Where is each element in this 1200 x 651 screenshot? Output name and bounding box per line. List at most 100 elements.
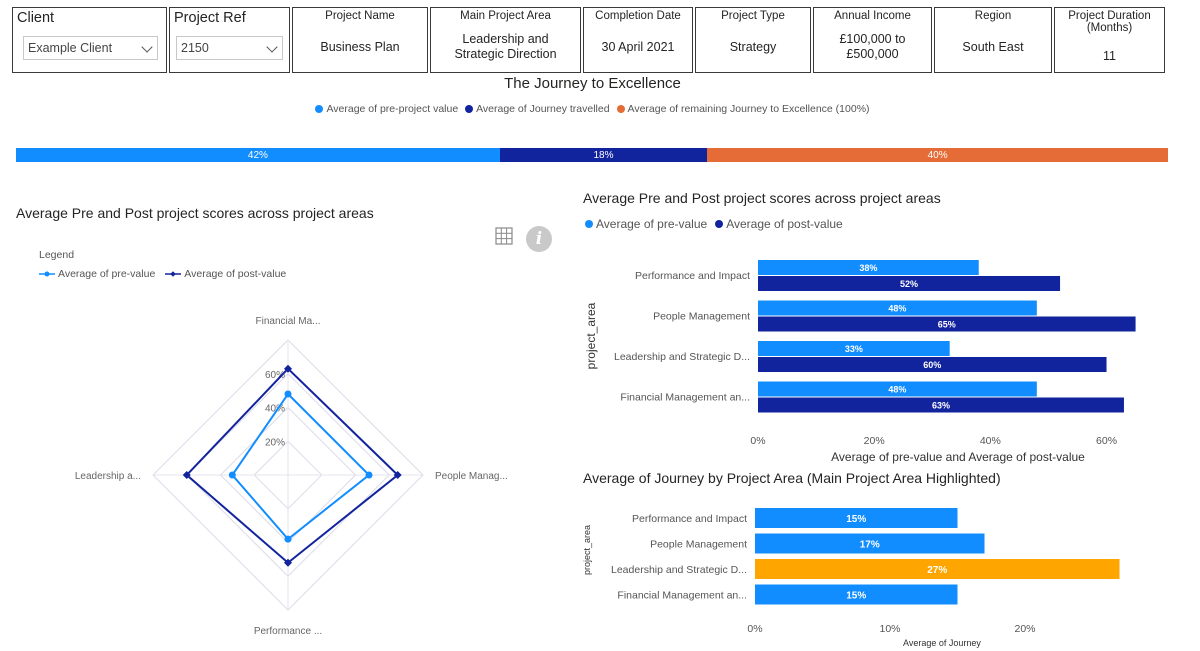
radar-point[interactable] xyxy=(284,535,292,543)
stack-segment[interactable]: 40% xyxy=(707,148,1168,162)
legend-item[interactable]: Average of remaining Journey to Excellen… xyxy=(616,103,870,115)
x-tick-label: 40% xyxy=(980,435,1001,447)
header-cards: Client Example Client Project Ref 2150 P… xyxy=(12,7,1167,73)
x-axis-title: Average of Journey xyxy=(903,638,981,648)
card-title: Project Type xyxy=(721,10,785,22)
card-value: Leadership and Strategic Direction xyxy=(454,32,557,61)
card-title: Annual Income xyxy=(834,10,911,22)
bar-data-label: 38% xyxy=(859,263,877,273)
bar-data-label: 52% xyxy=(900,279,918,289)
radar-tick-label: 20% xyxy=(265,437,285,448)
legend-label[interactable]: Average of post-value xyxy=(184,268,287,280)
radar-legend-title: Legend xyxy=(39,249,75,261)
bar-data-label: 65% xyxy=(938,320,956,330)
y-axis-title: project_area xyxy=(584,302,598,369)
chevron-down-icon xyxy=(141,41,153,53)
bar[interactable] xyxy=(758,260,979,275)
bar[interactable] xyxy=(758,381,1037,397)
bar[interactable] xyxy=(755,533,985,554)
journey-stacked-bar: 42% 18% 40% xyxy=(16,148,1168,162)
bar[interactable] xyxy=(755,559,1120,579)
radar-series-line[interactable] xyxy=(231,392,371,541)
radar-point[interactable] xyxy=(284,390,292,398)
card-title: Main Project Area xyxy=(460,10,551,22)
legend-label[interactable]: Average of pre-value xyxy=(596,217,708,231)
radar-point[interactable] xyxy=(182,471,191,479)
bar[interactable] xyxy=(758,276,1061,291)
card-title: Region xyxy=(974,10,1012,22)
category-label: Leadership and Strategic D... xyxy=(611,564,747,576)
stack-segment[interactable]: 18% xyxy=(499,148,708,162)
category-label: Performance and Impact xyxy=(632,513,747,525)
radar-axis-label: Leadership a... xyxy=(75,471,141,482)
bar[interactable] xyxy=(758,357,1107,372)
card-value: Strategy xyxy=(729,39,777,54)
category-label: People Management xyxy=(650,539,747,551)
legend-item[interactable]: Average of pre-project value xyxy=(315,103,458,115)
radar-point[interactable] xyxy=(284,364,292,373)
legend-line-marker xyxy=(165,271,182,277)
x-axis-title: Average of pre-value and Average of post… xyxy=(831,450,1085,464)
legend-label[interactable]: Average of pre-value xyxy=(58,268,156,280)
radar-chart: Financial Ma... People Manag... Performanc… xyxy=(75,316,508,637)
radar-tick-label: 60% xyxy=(265,370,285,381)
category-label: Leadership and Strategic D... xyxy=(614,351,750,363)
card-completion-date: Completion Date 30 April 2021 xyxy=(583,7,693,73)
bar[interactable] xyxy=(758,341,950,356)
radar-legend: Average of pre-value Average of post-val… xyxy=(39,268,286,280)
journey-bar-chart: project_area Performance and Impact 15% Peo… xyxy=(582,508,1120,648)
info-icon[interactable]: i xyxy=(526,226,552,252)
category-label: People Management xyxy=(653,311,750,323)
card-title: Project Duration (Months) xyxy=(1068,10,1151,34)
x-tick-label: 60% xyxy=(1096,435,1117,447)
project-ref-slicer: Project Ref 2150 xyxy=(169,7,290,73)
radar-axis-label: Performance ... xyxy=(254,626,322,637)
radar-tick-label: 40% xyxy=(265,404,285,415)
project-ref-dropdown[interactable]: 2150 xyxy=(176,36,283,60)
radar-axis-label: Financial Ma... xyxy=(255,316,320,327)
legend-label[interactable]: Average of post-value xyxy=(726,217,843,231)
radar-point[interactable] xyxy=(284,558,292,567)
x-tick-label: 20% xyxy=(1014,623,1035,635)
bar-data-label: 60% xyxy=(923,360,941,370)
y-axis-title: project_area xyxy=(582,525,592,575)
card-value: £100,000 to £500,000 xyxy=(839,32,906,61)
card-project-type: Project Type Strategy xyxy=(695,7,811,73)
card-region: Region South East xyxy=(934,7,1052,73)
bar[interactable] xyxy=(758,300,1037,316)
bar-data-label: 48% xyxy=(888,385,906,395)
radar-chart-title: Average Pre and Post project scores acro… xyxy=(16,205,374,221)
project-ref-dropdown-value: 2150 xyxy=(181,41,209,55)
card-value: South East xyxy=(962,39,1024,54)
bar[interactable] xyxy=(755,584,958,605)
legend-dot xyxy=(616,105,625,113)
x-tick-label: 20% xyxy=(864,435,885,447)
radar-point[interactable] xyxy=(228,471,236,479)
bar[interactable] xyxy=(758,316,1136,332)
card-value: Business Plan xyxy=(320,39,400,54)
bar[interactable] xyxy=(758,397,1124,413)
card-title: Completion Date xyxy=(595,10,681,22)
legend-label: Average of pre-project value xyxy=(326,103,459,115)
project-ref-slicer-title: Project Ref xyxy=(174,10,246,26)
card-annual-income: Annual Income £100,000 to £500,000 xyxy=(813,7,932,73)
radar-axis-label: People Manag... xyxy=(435,471,508,482)
card-project-name: Project Name Business Plan xyxy=(292,7,428,73)
legend-item[interactable]: Average of Journey travelled xyxy=(465,103,610,115)
stack-segment[interactable]: 42% xyxy=(16,148,500,162)
journey-bar-chart-title: Average of Journey by Project Area (Main… xyxy=(583,470,1001,486)
radar-point[interactable] xyxy=(365,471,373,479)
client-dropdown-value: Example Client xyxy=(28,41,113,55)
bar-data-label: 15% xyxy=(846,591,866,602)
client-slicer: Client Example Client xyxy=(12,7,167,73)
radar-point[interactable] xyxy=(393,471,402,479)
category-label: Financial Management an... xyxy=(620,392,750,404)
table-grid-icon[interactable] xyxy=(495,227,513,245)
bar-data-label: 33% xyxy=(845,344,863,354)
category-label: Performance and Impact xyxy=(635,270,750,282)
journey-title: The Journey to Excellence xyxy=(504,75,681,92)
bar[interactable] xyxy=(755,508,958,528)
legend-line-marker xyxy=(39,271,55,277)
legend-dot xyxy=(465,105,474,113)
client-dropdown[interactable]: Example Client xyxy=(23,36,158,60)
